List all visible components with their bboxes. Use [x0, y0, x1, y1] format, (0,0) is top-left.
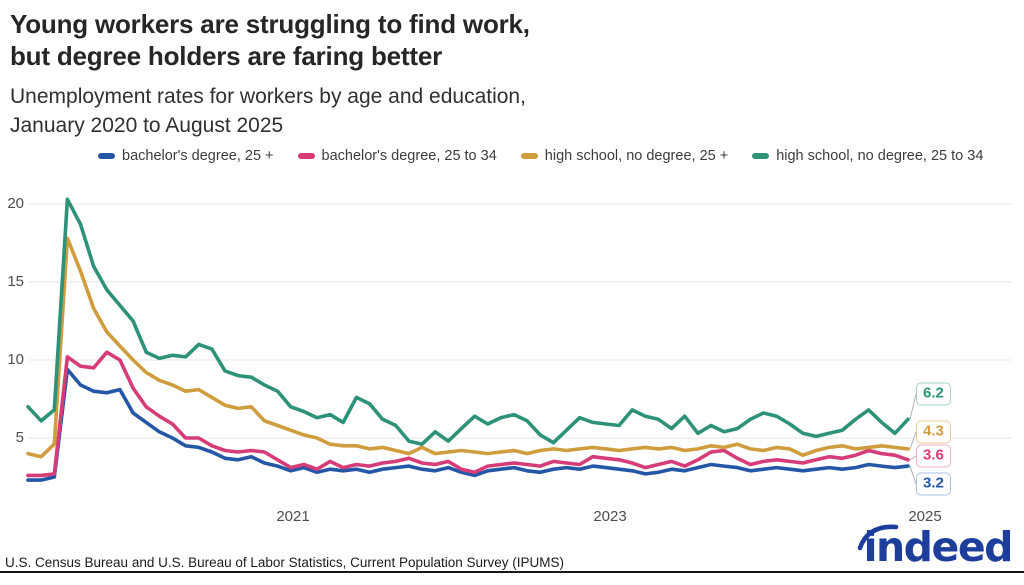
chart-title: Young workers are struggling to find wor… — [10, 8, 530, 72]
legend-item-3[interactable]: high school, no degree, 25 to 34 — [752, 148, 983, 164]
chart-title-line1: Young workers are struggling to find wor… — [10, 9, 530, 39]
bottom-rule — [0, 571, 1024, 573]
y-axis-tick-5: 5 — [15, 429, 24, 446]
legend-swatch-icon — [98, 153, 115, 159]
legend-swatch-icon — [297, 153, 315, 159]
y-axis-tick-15: 15 — [7, 273, 24, 290]
source-note: U.S. Census Bureau and U.S. Bureau of La… — [5, 555, 565, 570]
chart-title-line2: but degree holders are faring better — [10, 41, 443, 72]
indeed-logo: indeed — [858, 523, 1013, 571]
leader-line-1 — [909, 455, 917, 461]
y-axis-tick-10: 10 — [7, 351, 24, 368]
legend-label: high school, no degree, 25 to 34 — [776, 148, 984, 164]
chart-subtitle: Unemployment rates for workers by age an… — [10, 82, 526, 141]
leader-line-2 — [909, 431, 917, 450]
chart-subtitle-line1: Unemployment rates for workers by age an… — [10, 85, 526, 108]
x-axis-tick-2023: 2023 — [593, 508, 627, 525]
end-value-label-3: 6.2 — [916, 382, 951, 406]
legend-label: high school, no degree, 25 + — [544, 148, 729, 164]
legend-item-2[interactable]: high school, no degree, 25 + — [520, 148, 729, 164]
legend-item-0[interactable]: bachelor's degree, 25 + — [98, 148, 274, 164]
end-value-label-0: 3.2 — [916, 472, 951, 496]
legend-item-1[interactable]: bachelor's degree, 25 to 34 — [297, 148, 497, 164]
legend-label: bachelor's degree, 25 to 34 — [321, 148, 497, 164]
end-value-label-2: 4.3 — [916, 420, 951, 444]
legend-swatch-icon — [520, 153, 538, 159]
leader-line-0 — [909, 465, 917, 485]
series-line-3 — [26, 197, 910, 447]
x-axis-tick-2025: 2025 — [908, 508, 942, 525]
end-value-label-1: 3.6 — [916, 444, 951, 468]
chart-subtitle-line2: January 2020 to August 2025 — [10, 114, 284, 138]
y-axis-tick-20: 20 — [7, 195, 24, 212]
leader-line-3 — [909, 393, 917, 420]
x-axis-tick-2021: 2021 — [276, 508, 310, 525]
legend-swatch-icon — [752, 153, 770, 159]
indeed-logo-text: indeed — [863, 523, 1013, 571]
series-line-0 — [26, 367, 910, 482]
series-line-1 — [26, 350, 910, 478]
indeed-swoosh-icon — [858, 524, 899, 551]
legend-label: bachelor's degree, 25 + — [122, 148, 274, 164]
series-line-2 — [26, 236, 910, 459]
legend: bachelor's degree, 25 + bachelor's degree… — [98, 148, 983, 164]
